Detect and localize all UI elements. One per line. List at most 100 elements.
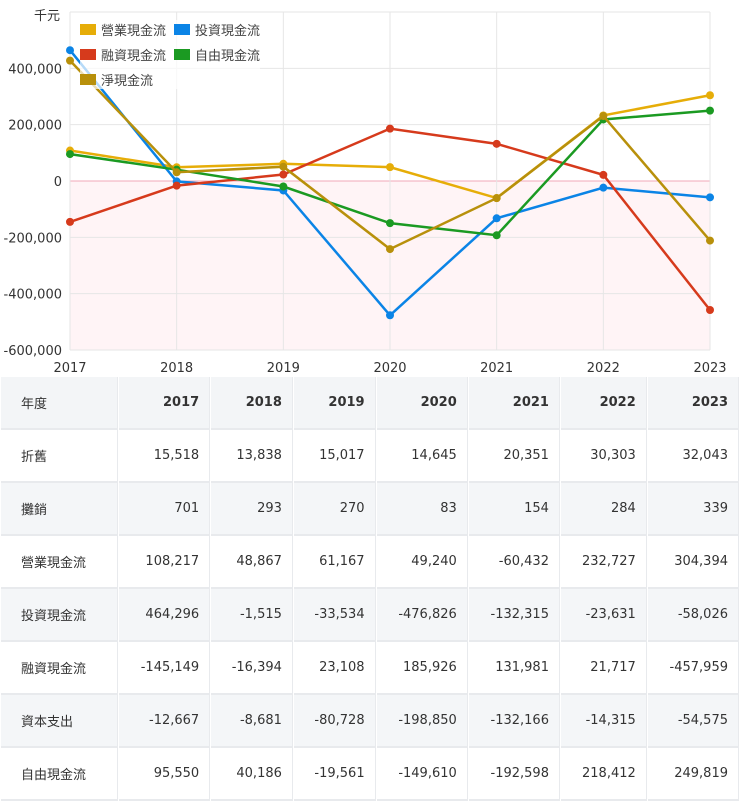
table-cell: 293 bbox=[211, 483, 293, 536]
table-row: 自由現金流 95,550 40,186 -19,561 -149,610 -192,598… bbox=[1, 748, 739, 801]
legend-item[interactable]: 營業現金流 bbox=[80, 20, 166, 39]
row-label: 投資現金流 bbox=[1, 589, 118, 642]
legend-swatch bbox=[80, 74, 96, 85]
legend-label: 營業現金流 bbox=[101, 24, 167, 39]
row-label: 融資現金流 bbox=[1, 642, 118, 695]
data-point bbox=[492, 231, 501, 240]
table-cell: -16,394 bbox=[211, 642, 293, 695]
data-point bbox=[599, 183, 608, 192]
y-tick-label: 0 bbox=[54, 175, 62, 190]
table-cell: 185,926 bbox=[376, 642, 468, 695]
column-header: 2017 bbox=[119, 377, 211, 430]
table-row: 營業現金流 108,217 48,867 61,167 49,240 -60,432 232… bbox=[1, 536, 739, 589]
x-tick-label: 2020 bbox=[373, 361, 406, 376]
line-chart: 400,000 200,000 0 -200,000 -400,000 -600,000 2… bbox=[4, 9, 727, 376]
row-label: 自由現金流 bbox=[1, 748, 118, 801]
table-cell: 284 bbox=[560, 483, 647, 536]
data-point bbox=[66, 56, 74, 65]
y-tick-label: -200,000 bbox=[4, 231, 62, 246]
data-point bbox=[706, 106, 714, 115]
row-label: 攤銷 bbox=[1, 483, 118, 536]
table-header-row: 年度 2017 2018 2019 2020 2021 2022 2023 bbox=[1, 377, 739, 430]
cashflow-table: 年度 2017 2018 2019 2020 2021 2022 2023 折舊 15,518 1… bbox=[0, 377, 740, 801]
table-cell: 30,303 bbox=[560, 430, 647, 483]
y-tick-label: 400,000 bbox=[8, 62, 62, 77]
row-label: 資本支出 bbox=[1, 695, 118, 748]
table-cell: -132,315 bbox=[468, 589, 560, 642]
column-header: 2022 bbox=[560, 377, 647, 430]
table-cell: -132,166 bbox=[468, 695, 560, 748]
data-point bbox=[706, 236, 714, 245]
legend: 營業現金流 投資現金流 融資現金流 自由現金流淨現金流 bbox=[80, 20, 261, 89]
table-cell: 108,217 bbox=[119, 536, 211, 589]
table-cell: 15,518 bbox=[119, 430, 211, 483]
data-point bbox=[386, 124, 394, 133]
legend-label: 自由現金流 bbox=[195, 49, 261, 64]
table-cell: 14,645 bbox=[376, 430, 468, 483]
data-point bbox=[279, 162, 288, 171]
column-header: 2020 bbox=[376, 377, 468, 430]
data-point bbox=[386, 311, 394, 320]
table-cell: 13,838 bbox=[211, 430, 293, 483]
x-tick-label: 2019 bbox=[267, 361, 300, 376]
legend-swatch bbox=[174, 24, 191, 35]
table-cell: 249,819 bbox=[647, 748, 739, 801]
table-cell: 131,981 bbox=[468, 642, 560, 695]
table-cell: 83 bbox=[376, 483, 468, 536]
table-cell: 464,296 bbox=[119, 589, 211, 642]
column-header: 2019 bbox=[293, 377, 376, 430]
data-point bbox=[66, 46, 74, 55]
table-cell: 154 bbox=[468, 483, 560, 536]
table-row: 投資現金流 464,296 -1,515 -33,534 -476,826 -132,31… bbox=[1, 589, 739, 642]
table-cell: -60,432 bbox=[468, 536, 560, 589]
legend-label: 融資現金流 bbox=[101, 49, 167, 64]
data-point bbox=[386, 163, 394, 172]
table-cell: 218,412 bbox=[560, 748, 647, 801]
data-point bbox=[492, 194, 501, 203]
data-point bbox=[492, 214, 501, 223]
data-point bbox=[386, 219, 394, 228]
x-tick-label: 2022 bbox=[587, 361, 620, 376]
y-tick-label: 200,000 bbox=[8, 119, 62, 134]
legend-swatch bbox=[174, 49, 191, 60]
legend-item[interactable]: 淨現金流 bbox=[80, 70, 166, 89]
table-cell: 61,167 bbox=[293, 536, 376, 589]
table-cell: 49,240 bbox=[376, 536, 468, 589]
data-point bbox=[706, 193, 714, 202]
column-header: 2021 bbox=[468, 377, 560, 430]
legend-swatch bbox=[80, 49, 96, 60]
table-cell: -198,850 bbox=[376, 695, 468, 748]
table-cell: -1,515 bbox=[211, 589, 293, 642]
legend-label: 淨現金流 bbox=[101, 74, 154, 89]
table-cell: -54,575 bbox=[647, 695, 739, 748]
data-point bbox=[706, 305, 714, 314]
table-cell: -14,315 bbox=[560, 695, 647, 748]
y-tick-label: -400,000 bbox=[4, 288, 62, 303]
legend-item[interactable]: 投資現金流 bbox=[174, 20, 260, 39]
column-header: 2023 bbox=[647, 377, 739, 430]
table-cell: -12,667 bbox=[119, 695, 211, 748]
data-point bbox=[172, 168, 181, 177]
data-point bbox=[386, 245, 394, 254]
table-cell: 23,108 bbox=[293, 642, 376, 695]
data-point bbox=[66, 150, 74, 159]
table-cell: -192,598 bbox=[468, 748, 560, 801]
table-cell: -58,026 bbox=[647, 589, 739, 642]
data-point bbox=[492, 139, 501, 148]
data-point bbox=[172, 181, 181, 190]
table-row: 攤銷 701 293 270 83 154 284 339 bbox=[1, 483, 739, 536]
table-cell: -19,561 bbox=[293, 748, 376, 801]
legend-item[interactable]: 融資現金流 bbox=[80, 45, 166, 64]
table-cell: -457,959 bbox=[647, 642, 739, 695]
legend-item[interactable]: 自由現金流 bbox=[174, 45, 260, 64]
row-label: 折舊 bbox=[1, 430, 118, 483]
legend-swatch bbox=[80, 24, 96, 35]
table-cell: 701 bbox=[119, 483, 211, 536]
table-row: 資本支出 -12,667 -8,681 -80,728 -198,850 -132,166… bbox=[1, 695, 739, 748]
table-cell: 95,550 bbox=[119, 748, 211, 801]
data-point bbox=[279, 182, 288, 191]
table-cell: -8,681 bbox=[211, 695, 293, 748]
x-tick-label: 2018 bbox=[160, 361, 193, 376]
column-header: 年度 bbox=[1, 377, 118, 430]
table-cell: 339 bbox=[647, 483, 739, 536]
